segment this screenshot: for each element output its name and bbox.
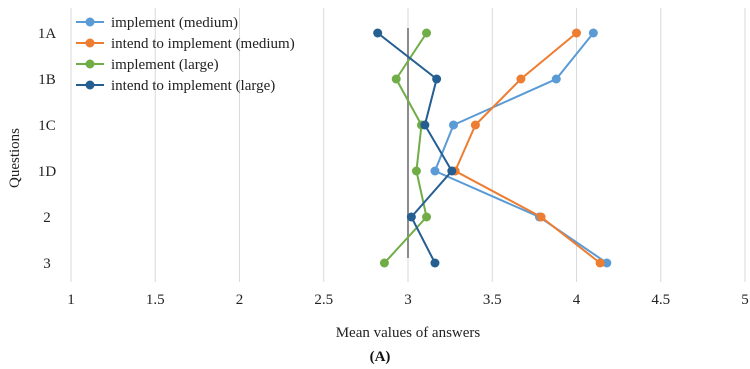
x-tick-label: 3 [404,292,412,308]
point-2-0 [422,28,432,38]
y-tick-label: 3 [43,256,51,272]
y-tick-label: 1B [38,72,56,88]
series-line-3 [377,32,454,264]
x-tick-label: 2 [236,292,244,308]
legend-marker-1 [85,38,95,48]
point-3-2 [420,120,430,130]
point-1-0 [572,28,581,38]
legend-item-0: implement (medium) [76,15,238,31]
legend-marker-3 [85,80,95,90]
legend-item-1: intend to implement (medium) [76,36,295,52]
x-tick-label: 5 [741,292,749,308]
point-3-4 [406,212,416,222]
series-layer [373,28,612,268]
point-2-1 [391,74,401,84]
series-line-1 [453,32,601,264]
legend-label-2: implement (large) [111,57,219,73]
legend-label-3: intend to implement (large) [111,78,275,94]
point-2-4 [422,212,432,222]
point-0-1 [551,74,561,84]
x-tick-label: 4 [573,292,581,308]
x-tick-label: 4.5 [651,292,670,308]
point-3-1 [432,74,442,84]
legend-label-1: intend to implement (medium) [111,36,295,52]
legend-label-0: implement (medium) [111,15,238,31]
figure-caption: (A) [370,349,391,365]
x-axis-label: Mean values of answers [336,325,481,341]
legend-item-2: implement (large) [76,57,219,73]
y-tick-label: 1C [38,118,56,134]
series-0 [430,28,612,268]
y-axis-label: Questions [7,128,23,188]
point-3-5 [430,258,440,268]
y-tick-label: 1D [38,164,57,180]
x-tick-label: 3.5 [483,292,502,308]
x-tick-labels: 1 1.5 2 2.5 3 3.5 4 4.5 5 [67,292,749,308]
legend-marker-2 [85,59,95,69]
y-tick-label: 2 [43,210,51,226]
point-0-3 [430,166,440,176]
point-2-5 [379,258,389,268]
point-1-1 [516,74,526,84]
x-tick-label: 2.5 [314,292,333,308]
point-1-5 [595,258,605,268]
series-line-0 [433,32,608,264]
point-3-0 [373,28,383,38]
point-3-3 [447,166,457,176]
point-1-2 [470,120,480,130]
x-tick-label: 1.5 [146,292,165,308]
y-tick-label: 1A [38,26,57,42]
legend-marker-0 [85,17,95,27]
point-1-4 [536,212,546,222]
x-tick-label: 1 [67,292,75,308]
legend-item-3: intend to implement (large) [76,78,275,94]
point-0-0 [588,28,598,38]
series-2 [379,28,432,268]
series-3 [373,28,457,268]
series-1 [450,28,605,268]
point-2-3 [411,166,421,176]
point-0-5 [602,258,612,268]
point-0-2 [448,120,458,130]
y-tick-labels: 1A 1B 1C 1D 2 3 [38,26,57,272]
legend: implement (medium) intend to implement (m… [76,15,295,94]
series-line-2 [383,32,428,264]
